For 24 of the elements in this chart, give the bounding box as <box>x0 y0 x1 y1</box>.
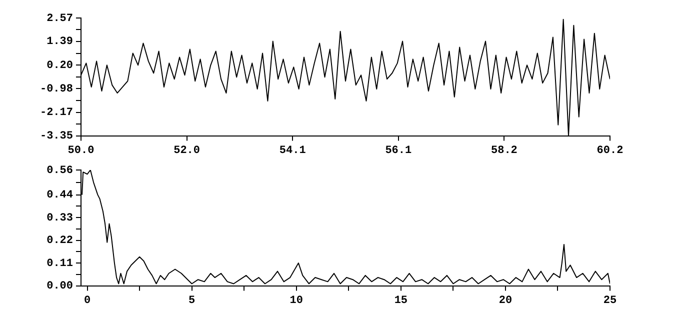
x-tick-label: 56.1 <box>385 145 412 158</box>
x-tick-label: 50.0 <box>68 145 94 158</box>
y-tick-label: 1.39 <box>46 36 73 48</box>
y-tick-label: -2.17 <box>40 107 73 120</box>
x-tick-label: 58.2 <box>490 145 518 158</box>
x-tick-label: 60.2 <box>596 145 624 158</box>
y-tick-label: 0.33 <box>46 212 74 224</box>
y-tick-label: 2.57 <box>46 12 73 25</box>
x-tick-label: 15 <box>394 295 408 308</box>
x-tick-label: 5 <box>188 295 196 308</box>
y-tick-label: 0.11 <box>46 258 74 270</box>
x-tick-label: 20 <box>498 295 512 308</box>
x-tick-label: 52.0 <box>174 145 200 158</box>
y-tick-label: 0.20 <box>46 60 73 72</box>
y-tick-label: -3.35 <box>40 130 74 143</box>
x-tick-label: 25 <box>603 295 617 308</box>
x-tick-label: 0 <box>84 295 91 308</box>
y-tick-label: -0.98 <box>40 83 74 96</box>
x-tick-label: 10 <box>290 295 303 308</box>
x-tick-label: 54.1 <box>279 145 306 158</box>
y-tick-label: 0.56 <box>46 164 73 177</box>
y-tick-label: 0.44 <box>46 190 74 202</box>
y-tick-label: 0.00 <box>46 280 73 293</box>
y-tick-label: 0.22 <box>46 235 73 248</box>
